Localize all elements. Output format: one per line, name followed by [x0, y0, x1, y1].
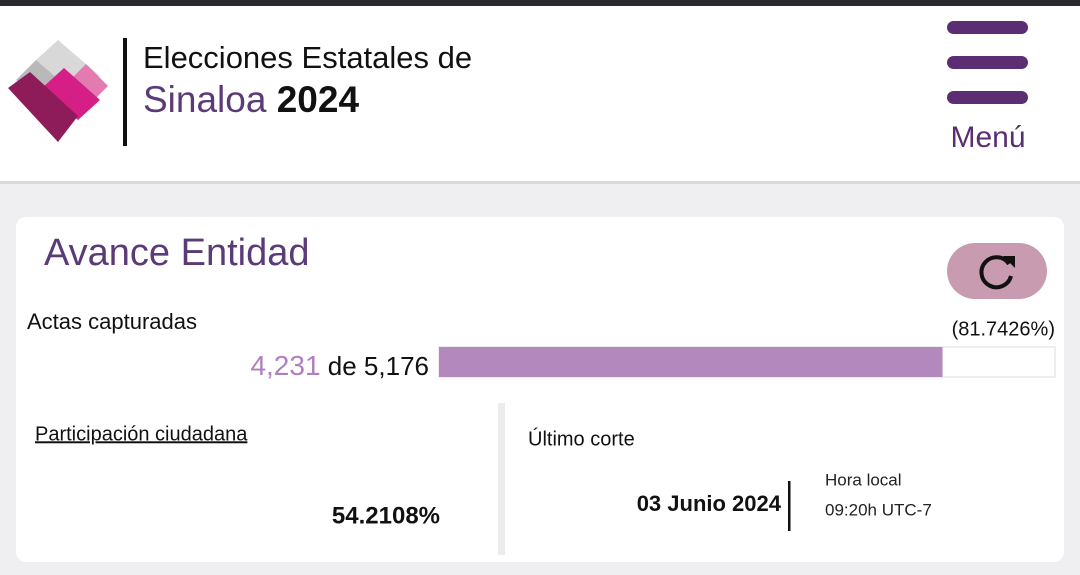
time-label: Hora local	[825, 470, 902, 489]
progress-fill	[439, 347, 943, 377]
header-separator	[123, 38, 127, 146]
header	[0, 0, 1080, 182]
time-separator	[788, 481, 791, 531]
card	[16, 217, 1064, 562]
menu-bar	[947, 21, 1028, 34]
menu-label: Menú	[950, 121, 1025, 154]
year: 2024	[277, 79, 360, 120]
actas-count: 4,231 de 5,176	[250, 350, 429, 381]
actas-label: Actas capturadas	[27, 309, 197, 334]
title-line: Elecciones Estatales de	[143, 40, 472, 75]
menu-bar	[947, 56, 1028, 69]
actas-percent: (81.7426%)	[952, 318, 1055, 340]
menu-button[interactable]: Menú	[947, 21, 1028, 154]
refresh-bg	[947, 243, 1047, 299]
title-line: Sinaloa 2024	[143, 79, 359, 120]
status-bar	[0, 0, 1080, 6]
participation-value: 54.2108%	[332, 502, 440, 529]
state: Sinaloa	[143, 79, 267, 120]
header-divider	[0, 181, 1080, 184]
menu-bar	[947, 91, 1028, 104]
total: 5,176	[364, 351, 429, 381]
card-title: Avance Entidad	[44, 232, 310, 274]
participation-link[interactable]: Participación ciudadana	[35, 423, 248, 445]
of: de	[328, 351, 357, 381]
captured: 4,231	[250, 350, 320, 381]
last-cut-date: 03 Junio 2024	[637, 491, 782, 516]
refresh-button[interactable]	[947, 243, 1047, 299]
refresh-arrow	[1003, 256, 1015, 268]
section-divider	[498, 403, 505, 555]
refresh-icon	[979, 255, 1013, 290]
time-value: 09:20h UTC-7	[825, 500, 932, 519]
last-cut-label: Último corte	[528, 427, 635, 450]
logo	[8, 40, 108, 142]
